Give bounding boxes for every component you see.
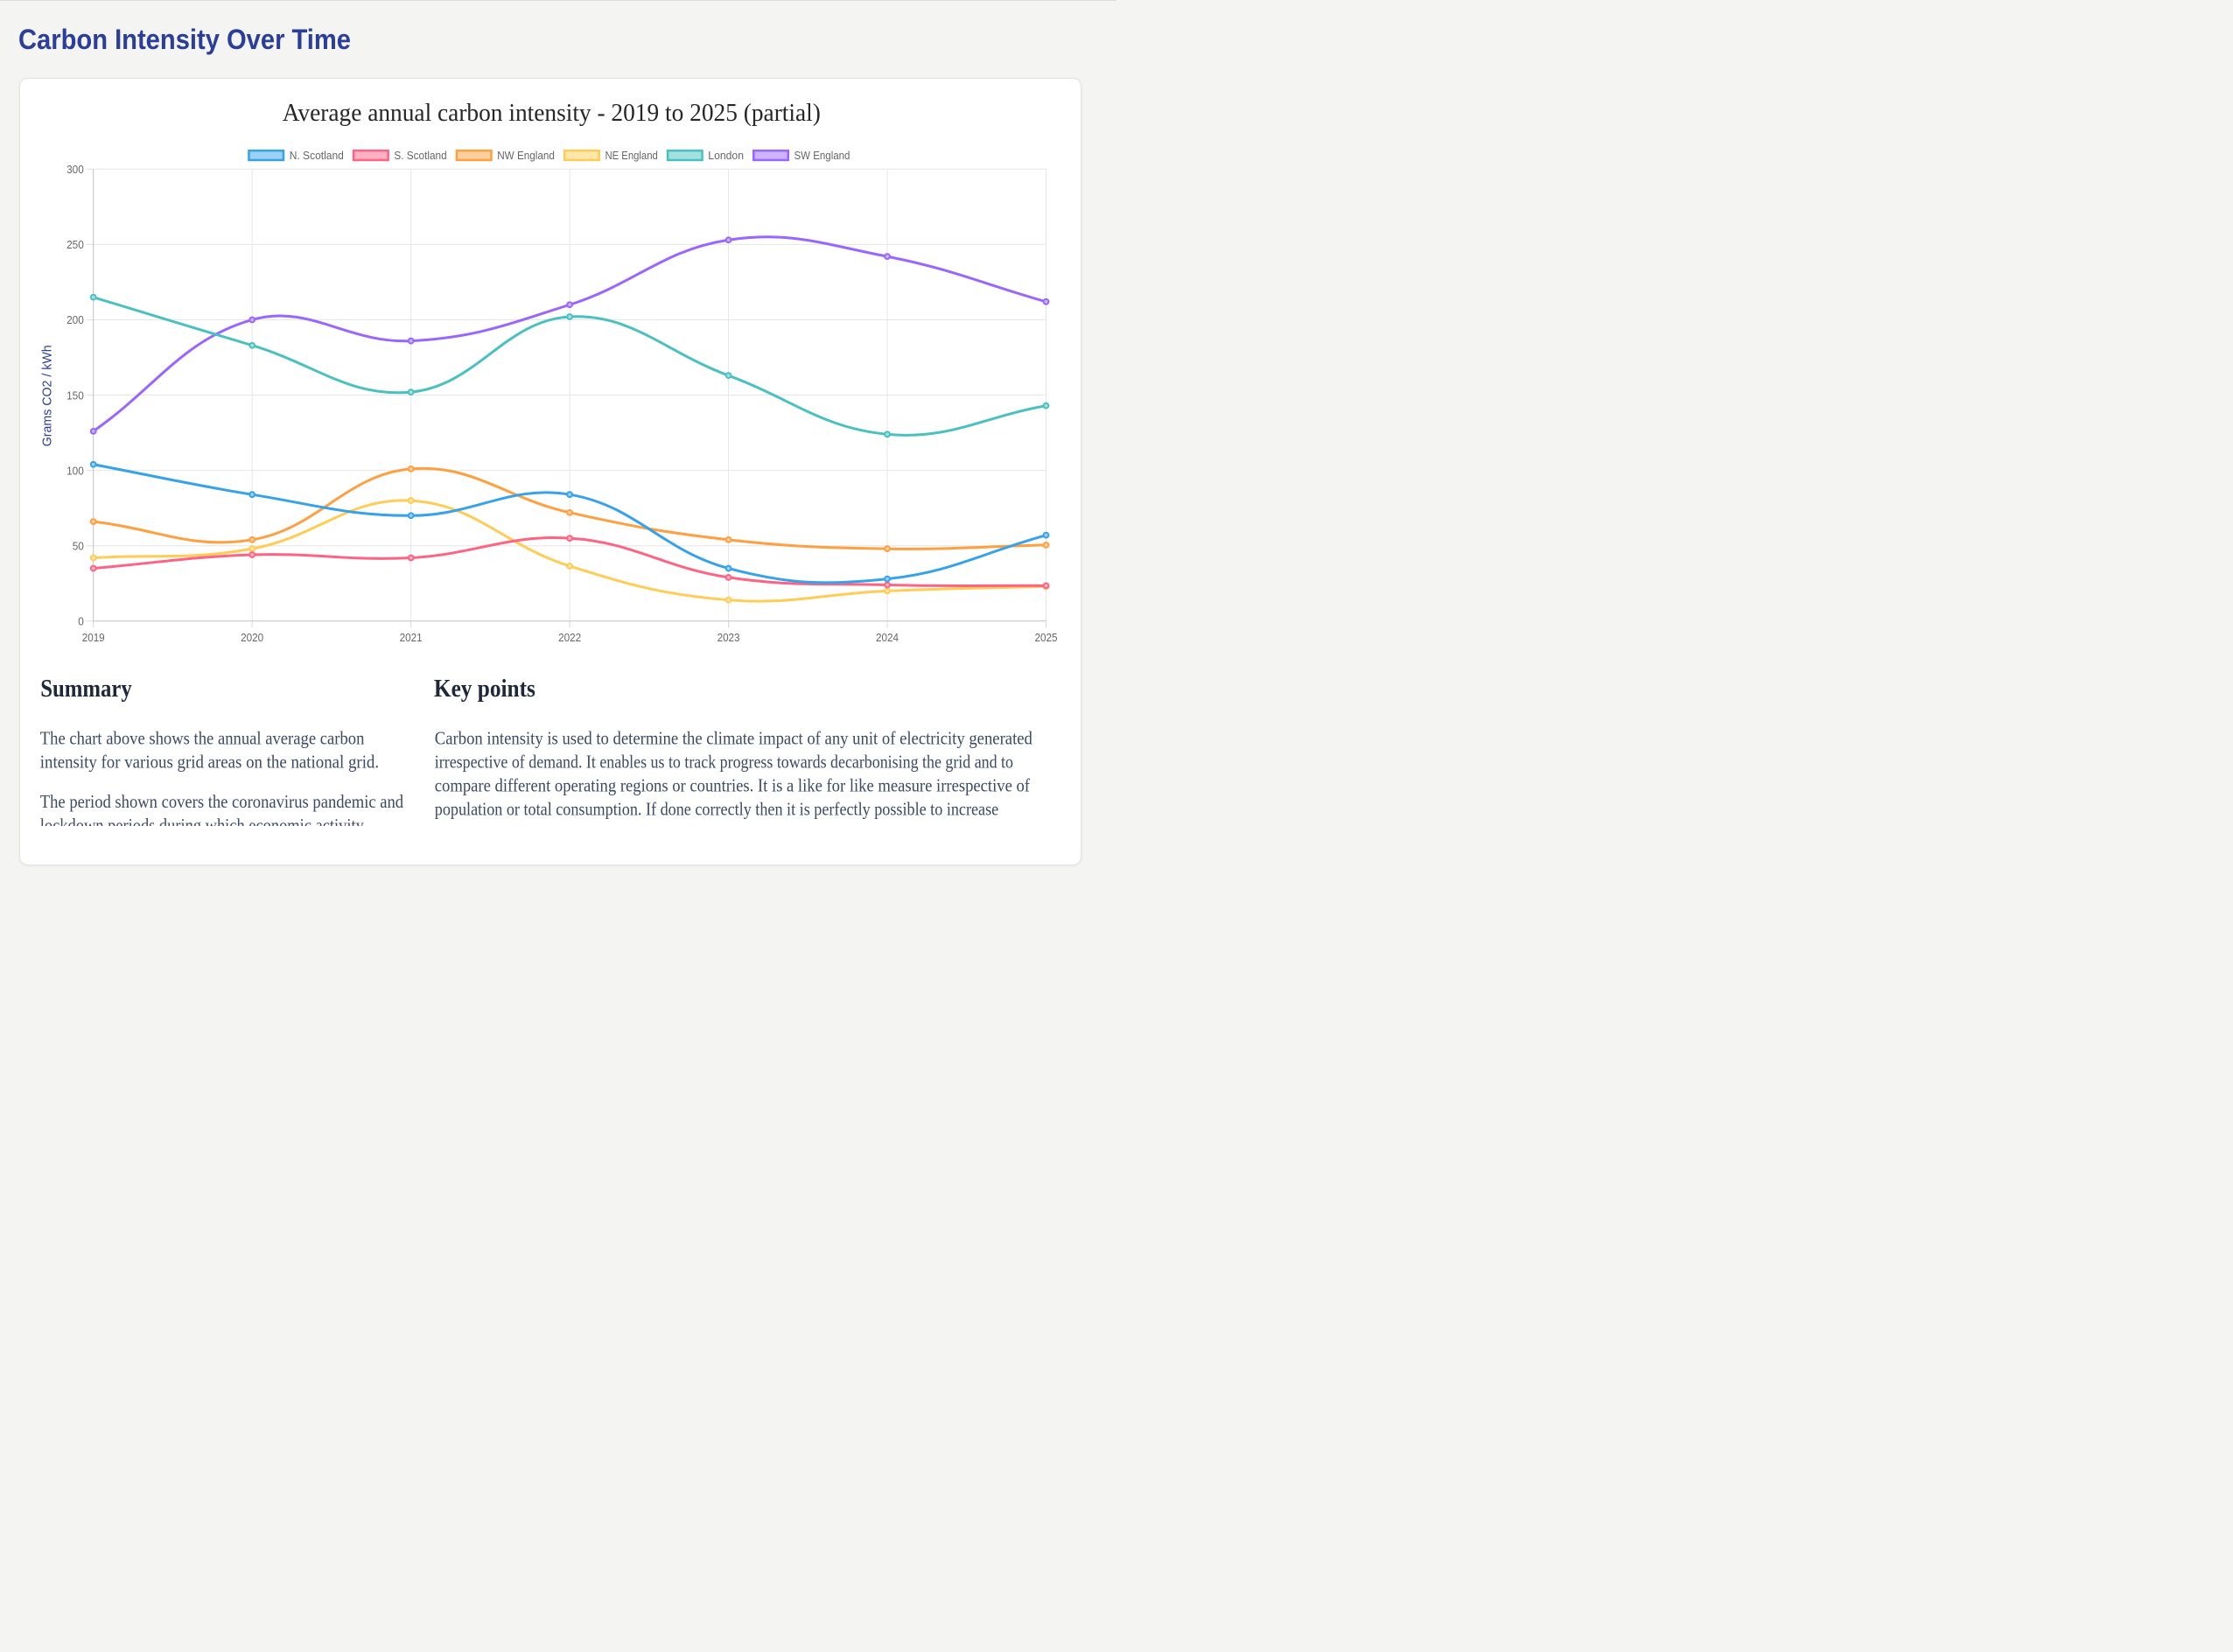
svg-text:150: 150 bbox=[66, 388, 84, 402]
svg-text:2020: 2020 bbox=[241, 631, 263, 644]
svg-text:2022: 2022 bbox=[558, 631, 581, 644]
svg-text:The period shown covers the co: The period shown covers the coronavirus … bbox=[40, 791, 404, 812]
svg-text:2024: 2024 bbox=[876, 631, 899, 644]
svg-text:NE England: NE England bbox=[605, 150, 657, 162]
svg-text:2025: 2025 bbox=[1035, 631, 1058, 644]
svg-text:2023: 2023 bbox=[718, 631, 740, 644]
svg-text:250: 250 bbox=[66, 238, 84, 251]
svg-text:irrespective of demand. It ena: irrespective of demand. It enables us to… bbox=[435, 752, 1013, 773]
svg-text:Summary: Summary bbox=[40, 676, 132, 703]
svg-text:Grams CO2 / kWh: Grams CO2 / kWh bbox=[39, 345, 54, 446]
svg-text:300: 300 bbox=[66, 163, 84, 176]
svg-text:Average annual carbon intensit: Average annual carbon intensity - 2019 t… bbox=[283, 99, 821, 127]
svg-text:50: 50 bbox=[73, 539, 84, 552]
svg-text:NW England: NW England bbox=[497, 150, 555, 162]
svg-text:Key points: Key points bbox=[434, 676, 536, 703]
svg-text:lockdown periods during which: lockdown periods during which economic a… bbox=[40, 815, 364, 826]
svg-text:S. Scotland: S. Scotland bbox=[394, 150, 446, 162]
svg-text:Carbon Intensity Over Time: Carbon Intensity Over Time bbox=[18, 24, 351, 55]
svg-text:N. Scotland: N. Scotland bbox=[290, 150, 344, 162]
svg-text:population or total consumptio: population or total consumption. If done… bbox=[435, 799, 998, 820]
svg-text:The chart above shows the annu: The chart above shows the annual average… bbox=[40, 728, 365, 749]
svg-text:SW England: SW England bbox=[794, 150, 850, 162]
svg-text:200: 200 bbox=[66, 313, 84, 326]
svg-text:2019: 2019 bbox=[82, 631, 105, 644]
svg-text:0: 0 bbox=[78, 615, 84, 628]
svg-text:London: London bbox=[708, 150, 744, 162]
svg-text:intensity for various grid are: intensity for various grid areas on the … bbox=[40, 752, 379, 773]
svg-text:2021: 2021 bbox=[400, 631, 423, 644]
svg-text:100: 100 bbox=[66, 464, 84, 477]
svg-text:compare different operating re: compare different operating regions or c… bbox=[435, 775, 1030, 796]
svg-text:Carbon intensity is used to de: Carbon intensity is used to determine th… bbox=[435, 728, 1033, 749]
